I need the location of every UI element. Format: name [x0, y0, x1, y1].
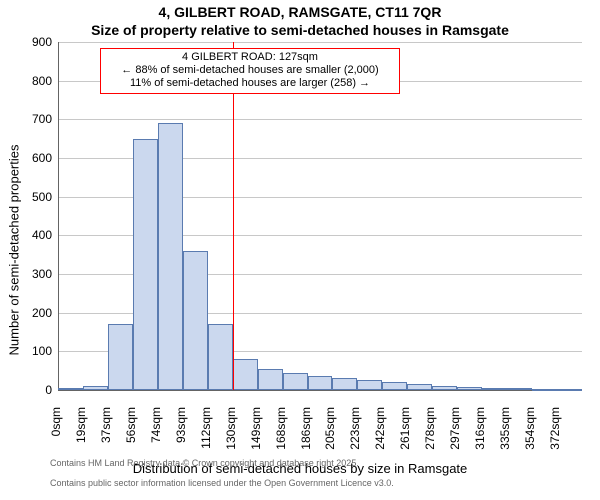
annotation-line3: 11% of semi-detached houses are larger (…	[105, 77, 395, 90]
histogram-bar	[108, 324, 133, 390]
y-tick-label: 400	[32, 228, 52, 242]
histogram-bar	[382, 382, 407, 390]
histogram-bar	[532, 389, 557, 391]
y-tick-label: 900	[32, 35, 52, 49]
annotation-line1: 4 GILBERT ROAD: 127sqm	[105, 51, 395, 64]
y-axis-label: Number of semi-detached properties	[7, 145, 22, 356]
histogram-bar	[183, 251, 208, 390]
histogram-bar	[482, 388, 507, 390]
y-tick-label: 800	[32, 74, 52, 88]
y-tick-label: 100	[32, 344, 52, 358]
histogram-bar	[233, 359, 258, 390]
chart-root: 4, GILBERT ROAD, RAMSGATE, CT11 7QR Size…	[0, 0, 600, 500]
chart-title-line1: 4, GILBERT ROAD, RAMSGATE, CT11 7QR	[0, 4, 600, 20]
attribution-line1: Contains HM Land Registry data © Crown c…	[50, 458, 359, 468]
histogram-bar	[432, 386, 457, 390]
annotation-line2: ← 88% of semi-detached houses are smalle…	[105, 64, 395, 77]
y-tick-label: 500	[32, 190, 52, 204]
histogram-bar	[308, 376, 333, 390]
annotation-box: 4 GILBERT ROAD: 127sqm← 88% of semi-deta…	[100, 48, 400, 94]
histogram-bar	[133, 139, 158, 390]
histogram-bar	[158, 123, 183, 390]
gridline	[58, 119, 582, 120]
y-axis	[58, 42, 59, 390]
histogram-bar	[357, 380, 382, 390]
histogram-bar	[557, 389, 582, 391]
histogram-bar	[407, 384, 432, 390]
histogram-bar	[258, 369, 283, 390]
x-axis	[58, 390, 582, 391]
y-tick-label: 300	[32, 267, 52, 281]
y-tick-label: 700	[32, 112, 52, 126]
histogram-bar	[507, 388, 532, 390]
attribution-line2: Contains public sector information licen…	[50, 478, 394, 488]
histogram-bar	[58, 388, 83, 390]
gridline	[58, 42, 582, 43]
y-tick-label: 0	[45, 383, 52, 397]
y-tick-label: 600	[32, 151, 52, 165]
histogram-bar	[457, 387, 482, 390]
attribution-text: Contains HM Land Registry data © Crown c…	[40, 448, 394, 498]
marker-line	[233, 42, 234, 390]
chart-title-line2: Size of property relative to semi-detach…	[0, 22, 600, 38]
histogram-bar	[208, 324, 233, 390]
histogram-bar	[83, 386, 108, 390]
histogram-bar	[332, 378, 357, 390]
y-tick-label: 200	[32, 306, 52, 320]
histogram-bar	[283, 373, 308, 390]
